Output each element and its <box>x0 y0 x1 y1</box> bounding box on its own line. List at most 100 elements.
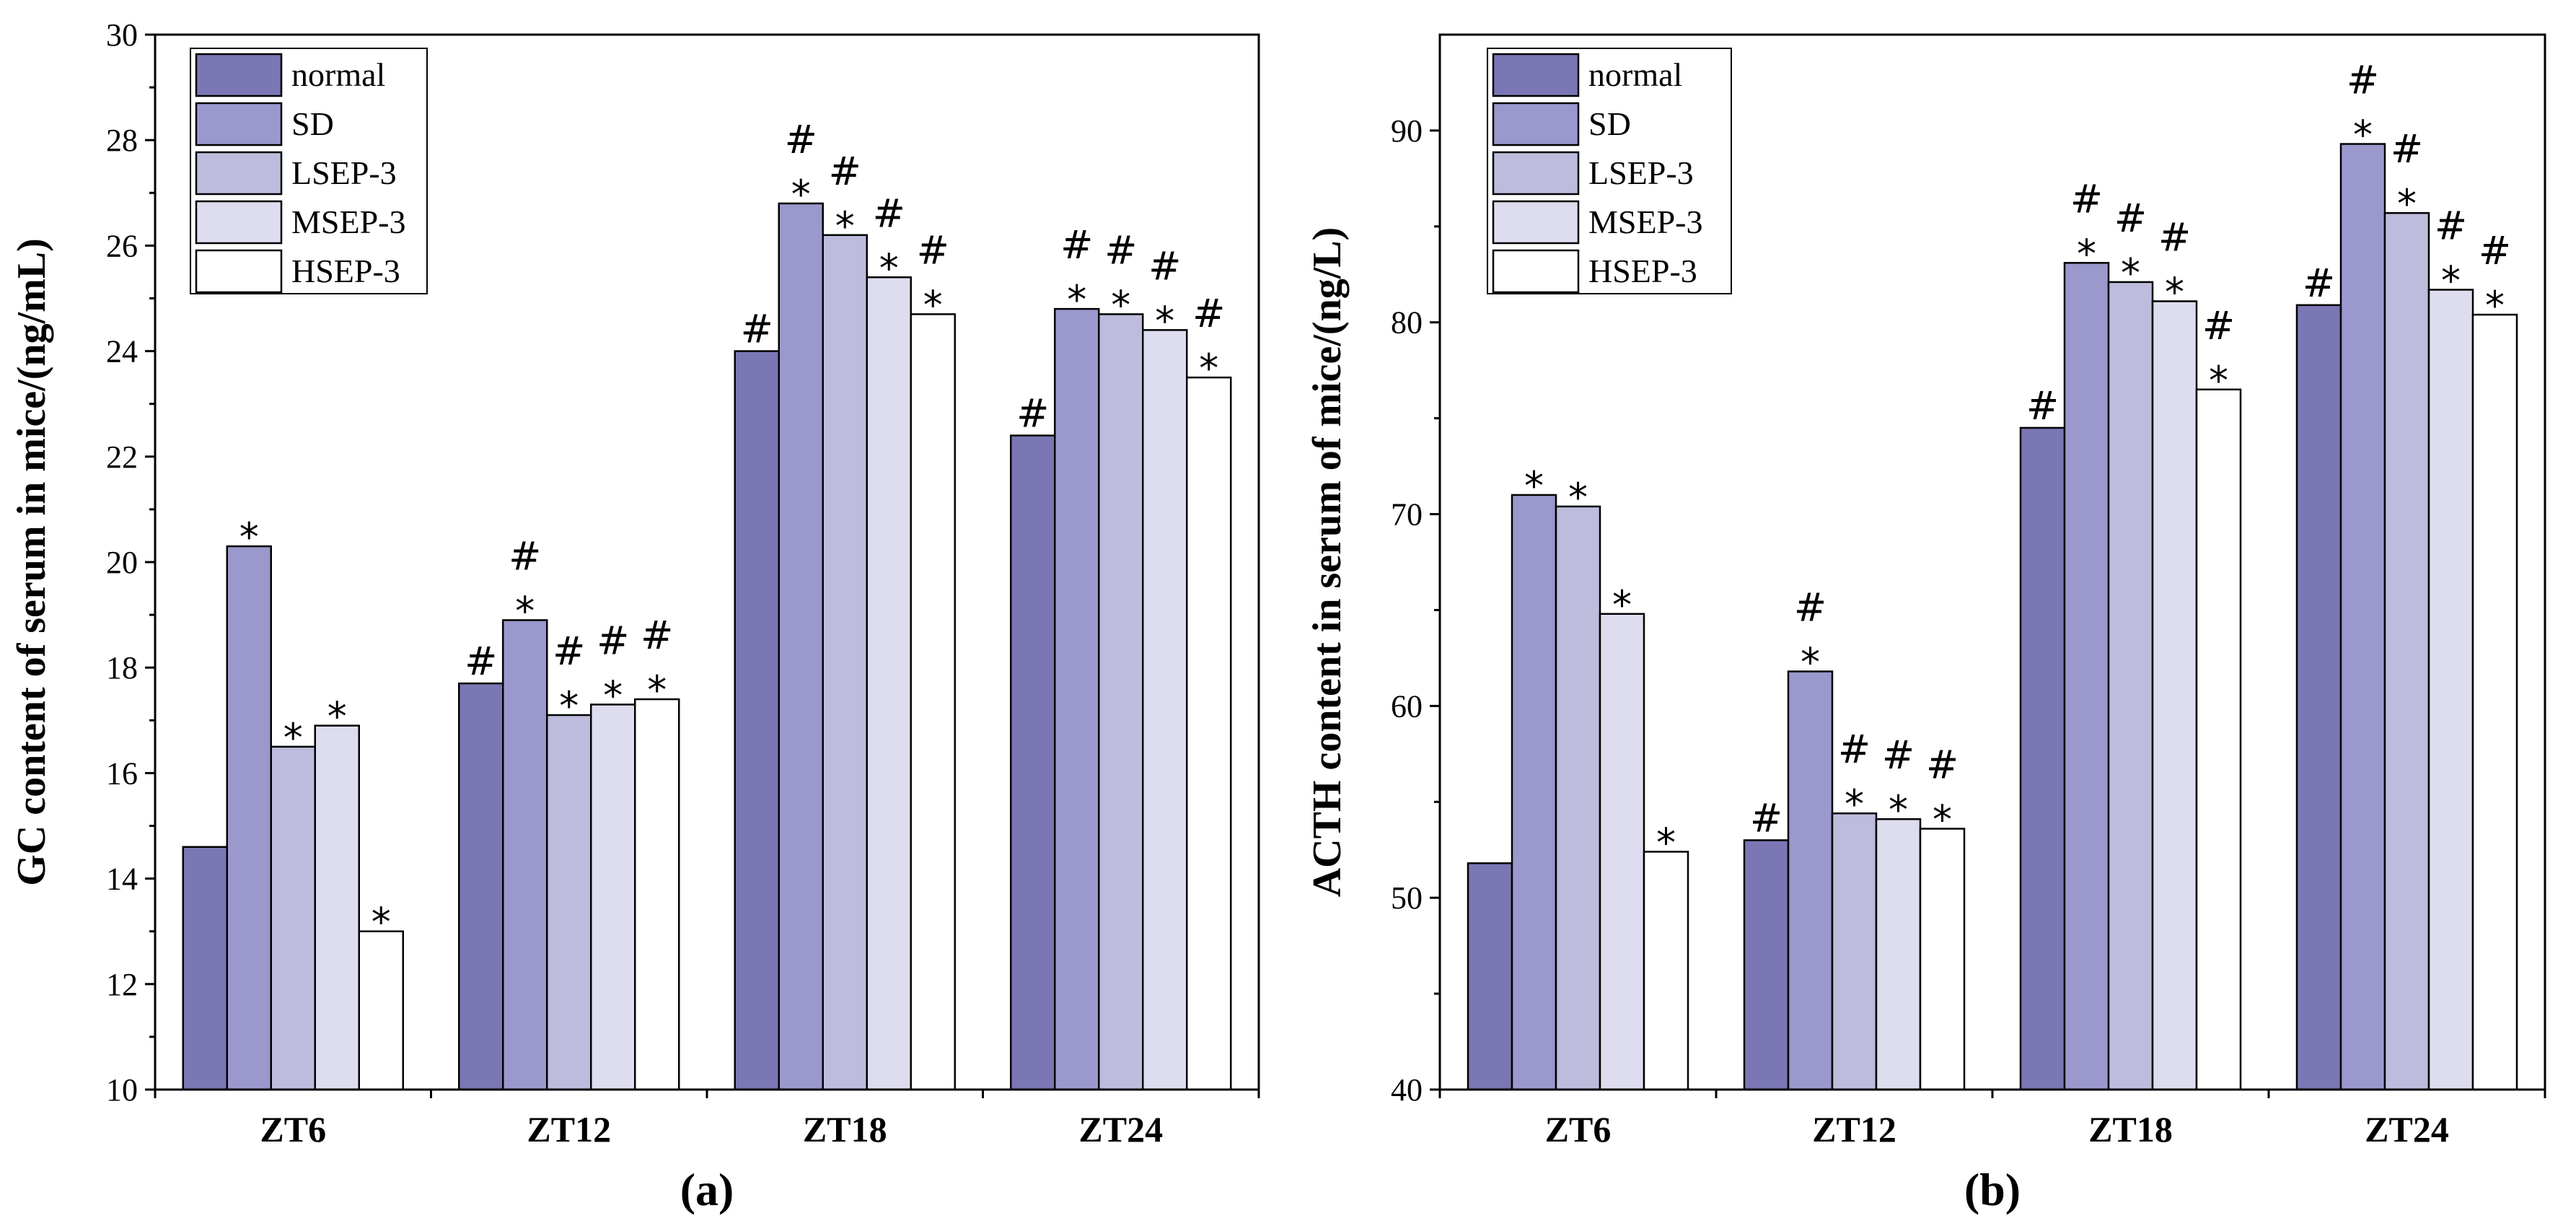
significance-hash: # <box>2347 58 2379 103</box>
significance-hash: # <box>2303 260 2335 306</box>
bar-normal-zt18 <box>2019 426 2066 1091</box>
significance-hash: # <box>509 533 541 579</box>
significance-star: * <box>2441 258 2461 304</box>
legend-swatch-lsep-3 <box>195 151 283 196</box>
bar-lsep-3-zt24 <box>2383 211 2430 1091</box>
bar-hsep-3-zt6 <box>358 930 404 1091</box>
y-tick-label: 28 <box>106 123 138 158</box>
bar-lsep-3-zt6 <box>1555 505 1601 1091</box>
significance-hash: # <box>873 190 905 236</box>
significance-hash: # <box>2114 196 2147 241</box>
legend-swatch-msep-3 <box>195 200 283 245</box>
significance-star: * <box>559 683 579 729</box>
legend-label: HSEP-3 <box>291 253 400 289</box>
legend-swatch-hsep-3 <box>195 249 283 294</box>
bar-sd-zt6 <box>1511 494 1557 1091</box>
significance-hash: # <box>829 149 861 194</box>
bar-lsep-3-zt24 <box>1098 313 1144 1091</box>
legend-swatch-sd <box>195 102 283 146</box>
bar-sd-zt12 <box>502 619 548 1091</box>
significance-hash: # <box>2026 383 2059 429</box>
bar-hsep-3-zt18 <box>2195 388 2242 1091</box>
significance-star: * <box>2121 250 2140 296</box>
legend-label: HSEP-3 <box>1588 253 1697 289</box>
bar-msep-3-zt18 <box>2151 300 2198 1091</box>
legend-label: MSEP-3 <box>1588 203 1702 240</box>
x-tick-label: ZT12 <box>527 1109 611 1149</box>
bar-sd-zt24 <box>2339 143 2386 1091</box>
significance-star: * <box>2485 283 2505 328</box>
significance-star: * <box>2077 231 2096 276</box>
significance-hash: # <box>2479 228 2511 273</box>
bar-msep-3-zt6 <box>1599 613 1645 1091</box>
significance-hash: # <box>1104 227 1137 273</box>
significance-hash: # <box>2070 176 2103 222</box>
bar-normal-zt24 <box>1010 434 1056 1091</box>
legend-swatch-sd <box>1492 102 1580 146</box>
bar-hsep-3-zt6 <box>1643 851 1689 1091</box>
x-tick-label: ZT12 <box>1812 1109 1896 1149</box>
bar-msep-3-zt18 <box>866 276 912 1091</box>
significance-hash: # <box>2158 214 2191 260</box>
significance-star: * <box>647 667 667 713</box>
bar-hsep-3-zt24 <box>2471 313 2518 1091</box>
x-tick-label: ZT18 <box>803 1109 887 1149</box>
legend-swatch-msep-3 <box>1492 200 1580 245</box>
legend: normal SD LSEP-3 MSEP-3 HSEP-3 <box>190 48 428 294</box>
bar-normal-zt6 <box>182 846 228 1091</box>
significance-star: * <box>2209 358 2228 403</box>
bar-sd-zt18 <box>778 202 824 1091</box>
significance-hash: # <box>1750 795 1782 841</box>
legend-swatch-normal <box>1492 53 1580 97</box>
significance-star: * <box>283 715 303 761</box>
bar-normal-zt12 <box>458 682 504 1091</box>
x-tick-label: ZT18 <box>2088 1109 2173 1149</box>
legend-label: SD <box>1588 105 1631 142</box>
significance-hash: # <box>785 117 817 162</box>
significance-hash: # <box>1926 742 1959 787</box>
bar-hsep-3-zt12 <box>1919 828 1966 1091</box>
significance-hash: # <box>2435 203 2467 249</box>
bar-normal-zt12 <box>1743 839 1790 1091</box>
y-tick-label: 14 <box>106 862 138 897</box>
y-tick-label: 22 <box>106 439 138 475</box>
significance-hash: # <box>1016 391 1049 437</box>
bar-normal-zt18 <box>734 350 780 1091</box>
x-tick-label: ZT6 <box>260 1109 326 1149</box>
bar-normal-zt24 <box>2295 304 2342 1091</box>
significance-star: * <box>1155 298 1174 343</box>
y-tick-label: 30 <box>106 17 138 53</box>
legend-label: SD <box>291 105 334 142</box>
significance-star: * <box>1889 787 1908 833</box>
significance-star: * <box>328 694 347 740</box>
bar-msep-3-zt24 <box>1142 329 1188 1091</box>
y-axis-label: ACTH content in serum of mice/(ng/L) <box>1305 227 1350 898</box>
y-tick-label: 16 <box>106 755 138 791</box>
legend-label: MSEP-3 <box>291 203 405 240</box>
bar-hsep-3-zt24 <box>1186 376 1232 1091</box>
significance-star: * <box>1111 282 1130 328</box>
significance-hash: # <box>465 639 497 684</box>
bar-msep-3-zt6 <box>314 724 360 1091</box>
bar-lsep-3-zt18 <box>822 234 868 1091</box>
bar-lsep-3-zt12 <box>546 714 592 1091</box>
y-tick-label: 26 <box>106 228 138 263</box>
significance-star: * <box>835 203 855 249</box>
significance-hash: # <box>1148 243 1181 289</box>
bar-hsep-3-zt18 <box>910 313 956 1091</box>
chart-panel-a: * * * * ZT6 # * # * # * # * # ZT12 # * # * # * # * # ZT18 # * # * # * #… <box>9 17 1260 1215</box>
significance-star: * <box>1845 781 1864 827</box>
x-tick-label: ZT24 <box>2365 1109 2449 1149</box>
significance-hash: # <box>597 618 629 663</box>
legend-label: normal <box>1588 56 1682 93</box>
y-tick-label: 90 <box>1391 113 1423 149</box>
significance-star: * <box>791 172 811 217</box>
significance-hash: # <box>1838 727 1871 772</box>
legend-label: LSEP-3 <box>1588 154 1694 191</box>
bar-lsep-3-zt6 <box>270 745 316 1091</box>
panel-label: (b) <box>1964 1164 2021 1215</box>
significance-hash: # <box>553 628 585 674</box>
significance-star: * <box>1067 277 1086 323</box>
bar-sd-zt18 <box>2063 262 2110 1091</box>
